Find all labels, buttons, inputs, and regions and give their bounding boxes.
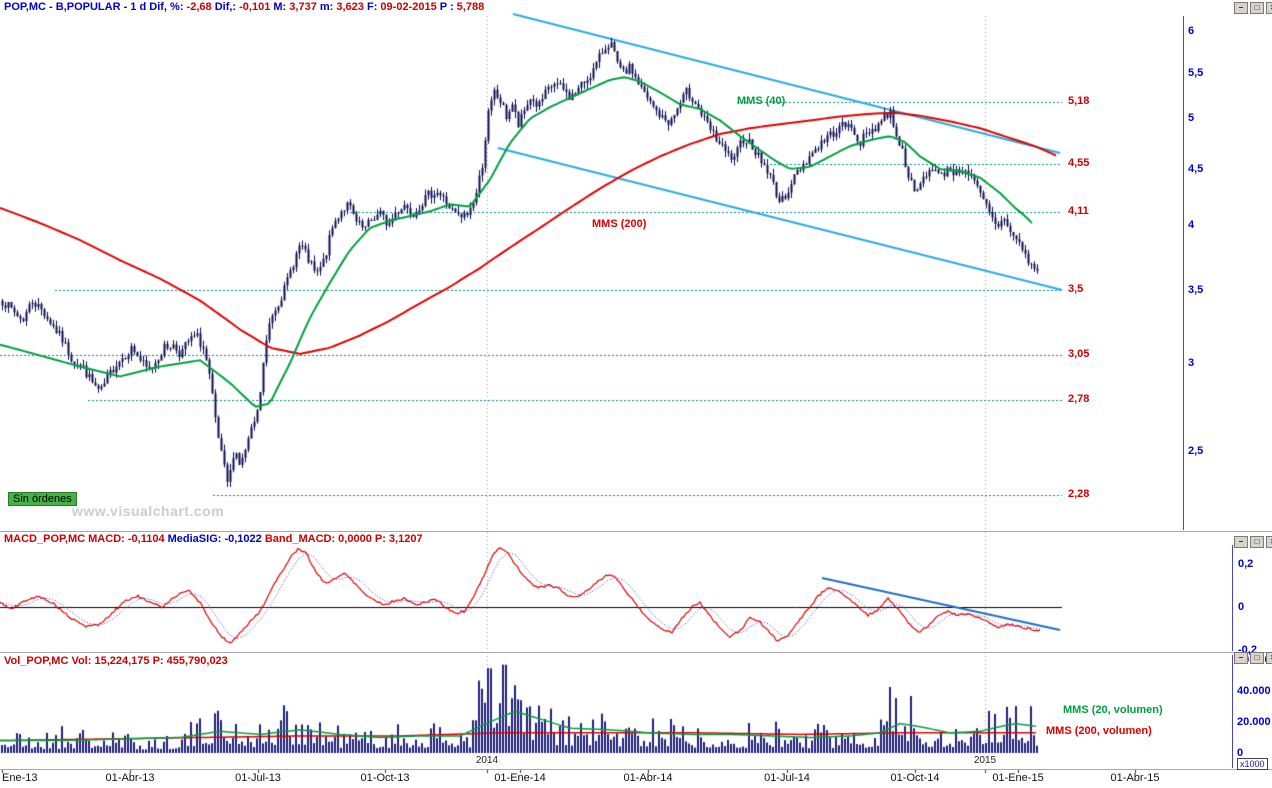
minimize-icon[interactable]: – <box>1234 2 1248 14</box>
volume-mms200-label: MMS (200, volumen) <box>1046 725 1152 737</box>
price-tick-label: 5 <box>1188 112 1195 125</box>
price-tick-label: 5,5 <box>1188 66 1204 79</box>
title-segment: Vol_POP,MC Vol: 15,224,175 P: 455,790,02… <box>4 655 228 667</box>
panel-separator[interactable] <box>0 652 1272 653</box>
macd-axis-line <box>1232 545 1233 651</box>
year-label: 2014 <box>475 755 499 766</box>
title-segment: 3,737 <box>289 1 320 13</box>
close-icon[interactable]: × <box>1266 2 1272 14</box>
time-tick-label: 01-Ene-15 <box>992 772 1044 784</box>
volume-panel-title: Vol_POP,MC Vol: 15,224,175 P: 455,790,02… <box>4 655 228 667</box>
mms40-label: MMS (40) <box>737 95 786 107</box>
volume-axis-line <box>1232 655 1233 768</box>
title-segment: MediaSIG: -0,1022 <box>167 533 265 545</box>
price-axis-line <box>1183 16 1184 530</box>
level-label: 4,55 <box>1068 156 1090 169</box>
level-label: 4,11 <box>1068 205 1089 218</box>
title-segment: Dif, %: <box>149 1 187 13</box>
volume-tick-label: 40.000 <box>1237 685 1271 697</box>
price-tick-label: 6 <box>1188 25 1195 38</box>
level-label: 2,28 <box>1068 488 1090 500</box>
title-segment: 5,788 <box>456 1 485 13</box>
level-label: 3,5 <box>1068 282 1084 295</box>
title-segment: Band_MACD: 0,0000 P: 3,1207 <box>264 533 423 545</box>
title-segment: POP,MC - B,POPULAR - 1 d <box>4 1 150 13</box>
price-tick-label: 4,5 <box>1188 163 1204 175</box>
mms200-label: MMS (200) <box>592 218 647 230</box>
title-segment: P : <box>439 1 457 13</box>
level-label: 2,78 <box>1068 392 1090 405</box>
main-chart-title: POP,MC - B,POPULAR - 1 d Dif, %: -2,68 D… <box>4 1 484 13</box>
time-tick-label: 01-Abr-13 <box>105 772 155 784</box>
volume-tick-label: 20.000 <box>1237 716 1271 728</box>
status-badge: Sin órdenes <box>8 492 77 506</box>
title-segment: m: <box>319 1 337 13</box>
level-label: 3,05 <box>1068 348 1090 361</box>
time-tick-label: 01-Oct-13 <box>360 772 410 784</box>
time-tick-label: 01-Oct-14 <box>890 772 940 784</box>
time-tick-label: Ene-13 <box>2 772 38 784</box>
macd-tick-label: -0,2 <box>1238 644 1257 656</box>
title-segment: 09-02-2015 <box>380 1 440 13</box>
volume-mms20-label: MMS (20, volumen) <box>1063 704 1163 716</box>
panel-separator[interactable] <box>0 531 1272 532</box>
price-tick-label: 2,5 <box>1188 444 1204 457</box>
price-tick-label: 3 <box>1188 357 1195 370</box>
title-segment: -0,101 <box>239 1 274 13</box>
title-segment: F: <box>366 1 381 13</box>
close-icon[interactable]: × <box>1266 652 1272 664</box>
minimize-icon[interactable]: – <box>1234 652 1248 664</box>
maximize-icon[interactable]: □ <box>1250 652 1264 664</box>
time-tick-label: 01-Ene-14 <box>494 772 546 784</box>
time-tick-label: 01-Jul-14 <box>764 772 810 784</box>
window-controls-volume: – □ × <box>1234 652 1272 664</box>
window-controls-main: – □ × <box>1234 2 1272 14</box>
title-segment: Dif,: <box>214 1 240 13</box>
close-icon[interactable]: × <box>1266 536 1272 548</box>
title-segment: M: <box>273 1 290 13</box>
macd-panel-title: MACD_POP,MC MACD: -0,1104 MediaSIG: -0,1… <box>4 533 423 545</box>
maximize-icon[interactable]: □ <box>1250 2 1264 14</box>
minimize-icon[interactable]: – <box>1234 536 1248 548</box>
macd-tick-label: 0 <box>1238 601 1245 613</box>
window-controls-macd: – □ × <box>1234 536 1272 548</box>
maximize-icon[interactable]: □ <box>1250 536 1264 548</box>
title-segment: -2,68 <box>186 1 215 13</box>
level-label: 5,18 <box>1068 94 1090 107</box>
price-tick-label: 3,5 <box>1188 283 1204 296</box>
time-tick-label: 01-Abr-15 <box>1110 772 1160 784</box>
volume-tick-label: 0 <box>1237 747 1244 759</box>
time-tick-label: 01-Abr-14 <box>623 772 673 784</box>
volume-unit-label: x1000 <box>1237 758 1268 770</box>
time-axis-border <box>0 769 1272 770</box>
time-tick-label: 01-Jul-13 <box>235 772 281 784</box>
price-tick-label: 4 <box>1188 219 1195 232</box>
title-segment: MACD_POP,MC MACD: -0,1104 <box>4 533 168 545</box>
title-segment: 3,623 <box>336 1 367 13</box>
year-label: 2015 <box>973 755 997 766</box>
macd-tick-label: 0,2 <box>1238 558 1254 570</box>
